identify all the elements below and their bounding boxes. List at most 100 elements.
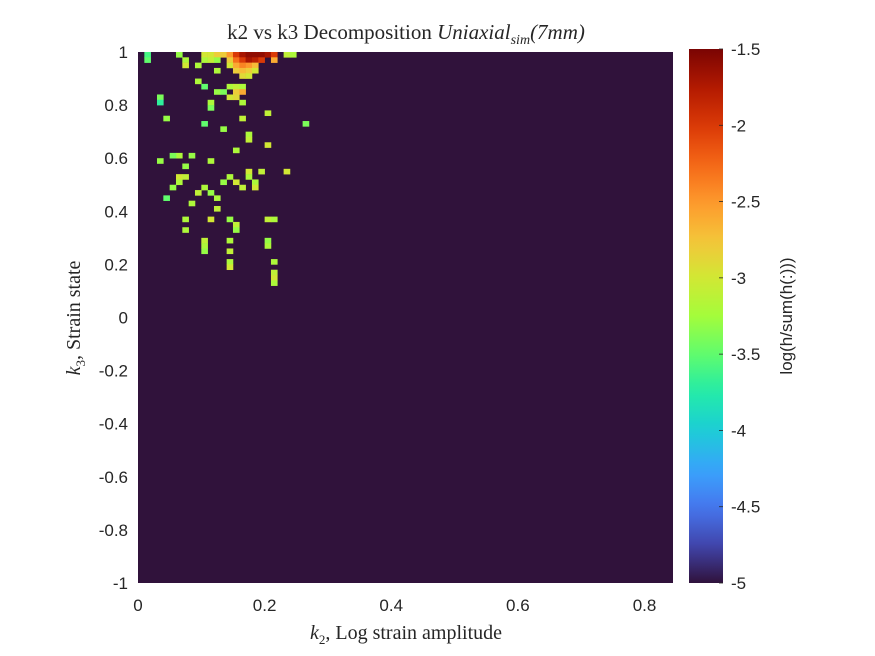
heatmap-cell [239,62,246,69]
heatmap-cell [226,57,234,63]
heatmap-cell [232,67,240,74]
heatmap-cell [251,179,259,186]
heatmap-cell [201,121,208,127]
heatmap-cell [251,62,259,69]
heatmap-cell [194,78,202,85]
heatmap-cell [226,248,234,255]
heatmap-cells [144,52,310,286]
heatmap-cell [270,280,278,286]
heatmap-cell [270,216,278,223]
heatmap-cell [175,179,183,186]
heatmap-cell [156,94,164,101]
heatmap-cell [207,52,215,58]
chart-title-plain: k2 vs k3 Decomposition [227,20,437,44]
heatmap-cell [239,52,246,58]
y-tick-label: 0 [119,309,128,328]
heatmap-cell [245,52,253,58]
heatmap-cell [283,168,291,175]
x-axis-label: k2, Log strain amplitude [310,622,502,647]
heatmap-cell [302,121,310,127]
y-tick-label: 0.4 [104,202,128,221]
heatmap-cell [239,115,246,122]
x-tick-label: 0.8 [633,596,657,615]
heatmap-cell [226,83,234,90]
y-tick-label: 0.8 [104,96,128,115]
colorbar-tick-label: -2.5 [731,193,760,212]
heatmap-cell [239,99,246,106]
heatmap-cell [251,184,259,191]
heatmap-cell [201,184,208,191]
y-tick-label: 0.2 [104,255,128,274]
heatmap-cell [270,52,278,58]
heatmap-cell [182,227,189,233]
x-tick-label: 0.2 [253,596,277,615]
colorbar-tick-label: -4.5 [731,498,760,517]
heatmap-cell [264,237,272,244]
heatmap-cell [201,83,208,90]
chart-title: k2 vs k3 Decomposition Uniaxialsim(7mm) [227,20,585,48]
heatmap-cell [264,142,272,148]
heatmap-cell [239,73,246,79]
heatmap-cell [232,221,240,228]
heatmap-cell [239,67,246,74]
plot-background [138,52,673,583]
heatmap-cell [226,259,234,265]
heatmap-cell [264,110,272,117]
heatmap-cell [245,174,253,180]
chart-title-math-sub: sim [511,33,530,48]
heatmap-cell [289,52,297,58]
heatmap-cell [156,158,164,164]
heatmap-cell [232,62,240,69]
heatmap-cell [226,94,234,101]
heatmap-cell [264,52,272,58]
x-tick-label: 0.4 [379,596,403,615]
heatmap-cell [156,99,164,106]
heatmap-cell [232,227,240,233]
y-tick-label: -1 [113,574,128,593]
heatmap-cell [201,248,208,255]
heatmap-cell [207,158,215,164]
heatmap-cell [245,62,253,69]
colorbar-gradient [689,49,723,583]
heatmap-cell [251,52,259,58]
colorbar-tick-label: -3 [731,269,746,288]
heatmap-cell [232,179,240,186]
heatmap-cell [239,89,246,95]
y-tick-label: -0.6 [99,468,128,487]
colorbar-tick-label: -1.5 [731,40,760,59]
y-tick-label: 0.6 [104,149,128,168]
heatmap-cell [175,152,183,159]
heatmap-cell [258,52,265,58]
x-axis-label-text: , Log strain amplitude [325,622,502,644]
heatmap-cell [232,89,240,95]
heatmap-cell [226,52,234,58]
colorbar-ticks: -1.5 -2 -2.5 -3 -3.5 -4 -4.5 -5 [719,40,760,593]
x-axis-ticks: 0 0.2 0.4 0.6 0.8 [133,596,656,615]
heatmap-cell [201,52,208,58]
heatmap-cell [283,52,291,58]
heatmap-cell [182,163,189,170]
heatmap-cell [232,147,240,154]
heatmap-cell [239,83,246,90]
heatmap-cell [188,152,196,159]
heatmap-cell [182,216,189,223]
heatmap-cell [270,259,278,265]
colorbar-tick-label: -3.5 [731,345,760,364]
heatmap-cell [163,195,170,201]
heatmap-cell [251,57,259,63]
heatmap-cell [213,195,221,201]
colorbar-tick-label: -2 [731,116,746,135]
heatmap-cell [270,57,278,63]
heatmap-cell [207,105,215,111]
heatmap-cell [232,83,240,90]
colorbar-tick-label: -4 [731,421,746,440]
heatmap-cell [226,216,234,223]
heatmap-cell [226,237,234,244]
heatmap-cell [207,99,215,106]
heatmap-cell [270,269,278,276]
heatmap-cell [245,67,253,74]
colorbar-label: log(h/sum(h(:))) [777,257,796,374]
heatmap-cell [220,179,227,186]
x-tick-label: 0 [133,596,142,615]
